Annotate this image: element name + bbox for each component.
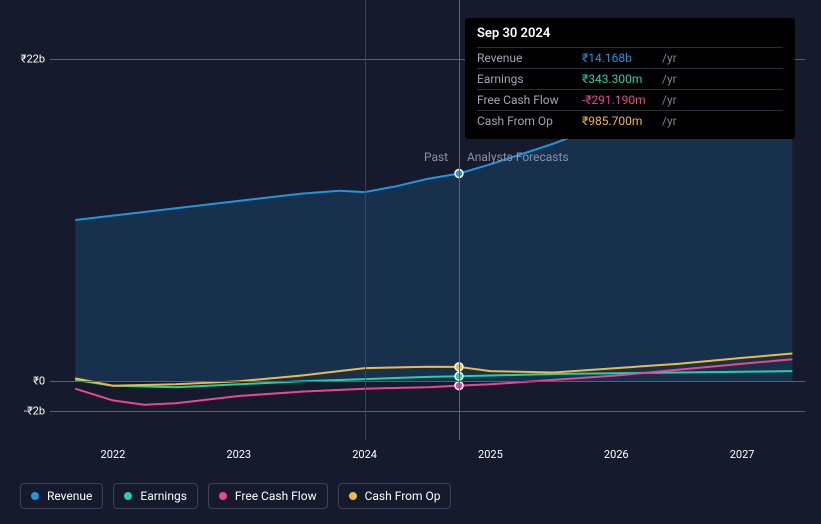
x-axis-label: 2024 [352, 448, 377, 461]
tooltip-row-unit: /yr [662, 51, 677, 65]
x-axis-label: 2025 [478, 448, 503, 461]
tooltip-row-unit: /yr [662, 93, 677, 107]
tooltip-title: Sep 30 2024 [477, 26, 783, 41]
y-axis-label: ₹0 [33, 375, 45, 388]
tooltip-row-label: Revenue [477, 51, 582, 65]
y-gridline [50, 411, 805, 412]
tooltip: Sep 30 2024 Revenue₹14.168b/yrEarnings₹3… [465, 18, 795, 139]
legend-item-revenue[interactable]: Revenue [20, 483, 103, 509]
x-axis-label: 2026 [604, 448, 629, 461]
legend-item-label: Revenue [47, 489, 92, 503]
x-axis-label: 2022 [101, 448, 126, 461]
legend-dot-icon [349, 492, 357, 500]
legend-dot-icon [124, 492, 132, 500]
tooltip-row: Revenue₹14.168b/yr [477, 47, 783, 68]
legend-dot-icon [219, 492, 227, 500]
tooltip-row-value: ₹985.700m [582, 114, 662, 128]
tooltip-row-value: ₹14.168b [582, 51, 662, 65]
legend-dot-icon [31, 492, 39, 500]
legend-item-earnings[interactable]: Earnings [113, 483, 198, 509]
legend-item-label: Cash From Op [365, 489, 441, 503]
legend-item-label: Earnings [140, 489, 187, 503]
x-axis-label: 2027 [730, 448, 755, 461]
forecast-region-label: Analysts Forecasts [467, 150, 569, 164]
tooltip-row-value: -₹291.190m [582, 93, 662, 107]
y-axis-label: ₹22b [21, 52, 45, 65]
legend: Revenue Earnings Free Cash Flow Cash From O… [20, 483, 451, 509]
tooltip-row-label: Earnings [477, 72, 582, 86]
tooltip-row-unit: /yr [662, 114, 677, 128]
tooltip-row: Cash From Op₹985.700m/yr [477, 110, 783, 131]
tooltip-row: Earnings₹343.300m/yr [477, 68, 783, 89]
legend-item-cfo[interactable]: Cash From Op [338, 483, 452, 509]
highlight-line [459, 0, 460, 440]
tooltip-row-value: ₹343.300m [582, 72, 662, 86]
x-axis-label: 2023 [226, 448, 251, 461]
tooltip-row-label: Free Cash Flow [477, 93, 582, 107]
y-gridline [50, 381, 805, 382]
tooltip-row-unit: /yr [662, 72, 677, 86]
tooltip-row-label: Cash From Op [477, 114, 582, 128]
tooltip-row: Free Cash Flow-₹291.190m/yr [477, 89, 783, 110]
legend-item-label: Free Cash Flow [235, 489, 317, 503]
y-axis-label: -₹2b [24, 404, 45, 417]
past-region-label: Past [424, 150, 448, 164]
region-divider [365, 0, 366, 440]
legend-item-fcf[interactable]: Free Cash Flow [208, 483, 328, 509]
